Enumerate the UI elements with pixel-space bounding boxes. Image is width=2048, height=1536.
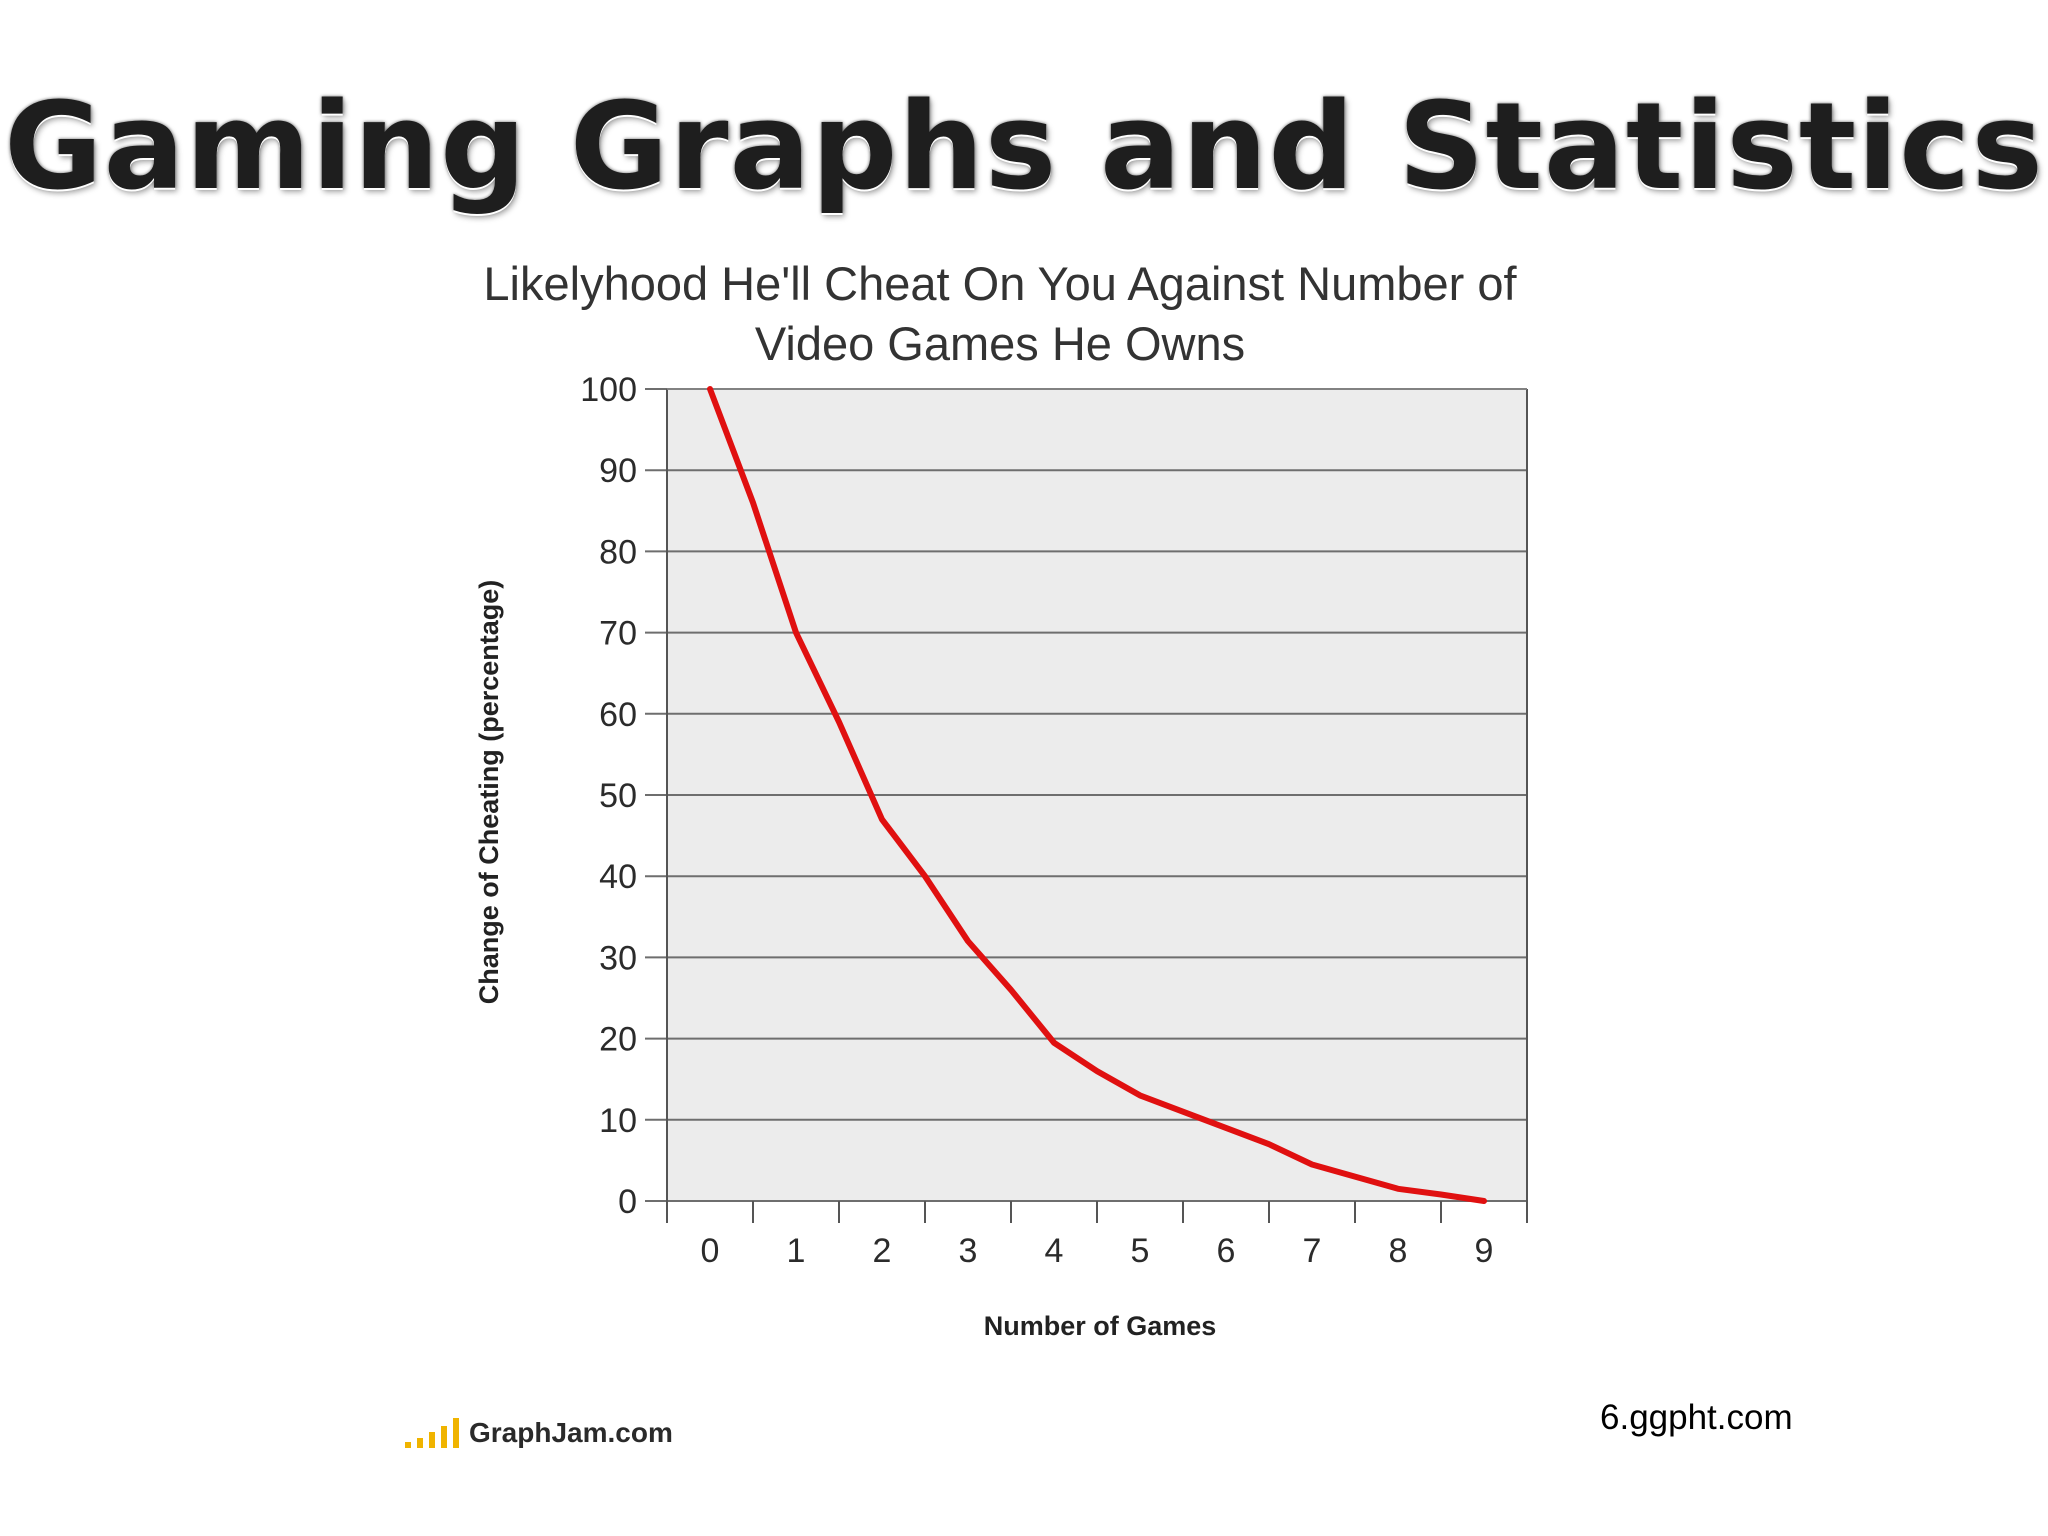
x-tick-label-0: 0	[701, 1232, 720, 1270]
axes	[666, 388, 1528, 1223]
x-tick-label-8: 8	[1389, 1232, 1408, 1270]
x-tick-label-6: 6	[1217, 1232, 1236, 1270]
y-tick-label-10: 10	[599, 1102, 637, 1140]
x-tick-label-3: 3	[959, 1232, 978, 1270]
y-tick-label-40: 40	[599, 858, 637, 896]
logo-bars-icon	[405, 1418, 459, 1448]
y-tick-label-50: 50	[599, 777, 637, 815]
slide-title: Gaming Graphs and Statistics	[4, 78, 2044, 217]
graphjam-logo: GraphJam.com	[405, 1408, 673, 1448]
y-axis-label: Change of Cheating (percentage)	[474, 580, 504, 1005]
x-tick-labels: 0 1 2 3 4 5 6 7 8 9	[701, 1232, 1494, 1270]
y-tick-label-20: 20	[599, 1021, 637, 1059]
series-line	[707, 386, 1487, 1204]
y-tick-label-70: 70	[599, 615, 637, 653]
y-tick-label-0: 0	[618, 1183, 637, 1221]
x-tick-label-5: 5	[1131, 1232, 1150, 1270]
logo-text: GraphJam.com	[469, 1417, 673, 1448]
y-tick-label-80: 80	[599, 533, 637, 571]
y-tick-label-100: 100	[580, 371, 637, 409]
y-tick-label-60: 60	[599, 696, 637, 734]
source-credit: 6.ggpht.com	[1600, 1398, 1793, 1437]
x-axis-label: Number of Games	[984, 1311, 1217, 1341]
x-tick-label-7: 7	[1303, 1232, 1322, 1270]
x-tick-label-1: 1	[787, 1232, 806, 1270]
y-tick-label-90: 90	[599, 452, 637, 490]
x-tick-label-2: 2	[873, 1232, 892, 1270]
y-tick-label-30: 30	[599, 939, 637, 977]
x-tick-label-4: 4	[1045, 1232, 1064, 1270]
chart-title-line-1: Likelyhood He'll Cheat On You Against Nu…	[483, 257, 1517, 310]
x-tick-label-9: 9	[1475, 1232, 1494, 1270]
chart-title-line-2: Video Games He Owns	[755, 317, 1245, 370]
y-tick-labels: 0 10 20 30 40 50 60 70 80 90 100	[580, 371, 637, 1221]
